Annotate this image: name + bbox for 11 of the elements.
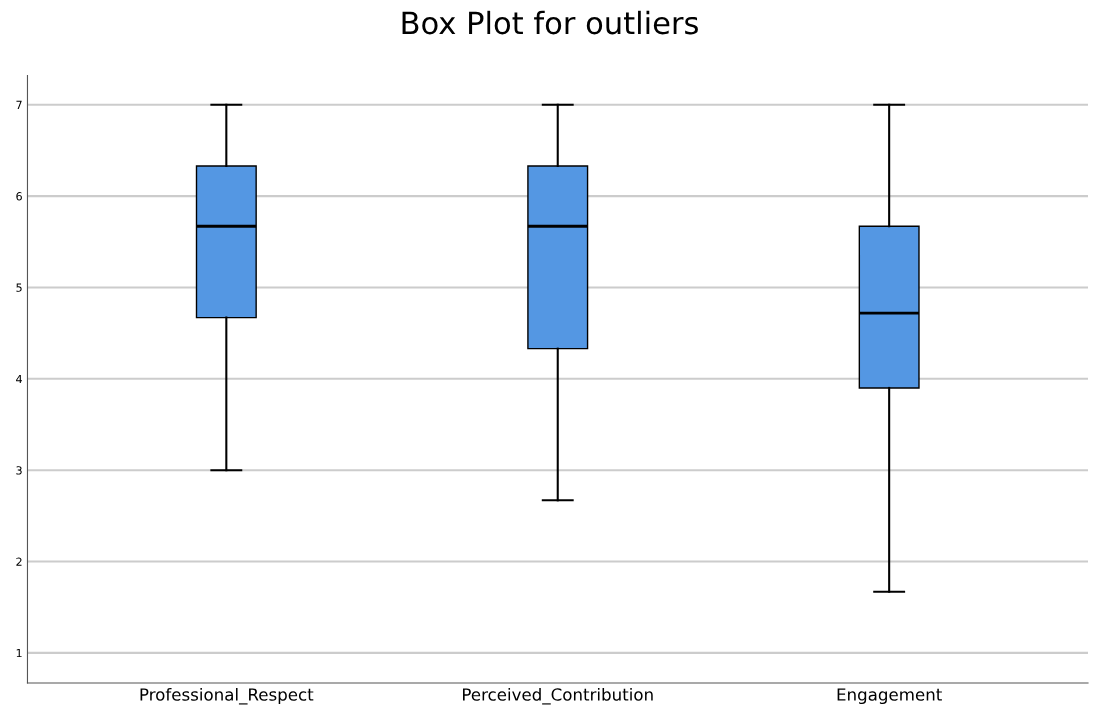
y-tick-label: 3 xyxy=(16,466,22,475)
y-tick-label: 2 xyxy=(16,557,22,566)
x-tick-label: Engagement xyxy=(837,688,942,705)
y-tick-label: 4 xyxy=(16,374,22,384)
chart-title: Box Plot for outliers xyxy=(402,10,698,35)
x-tick-label: Perceived_Contribution xyxy=(463,687,653,705)
y-tick-label: 6 xyxy=(16,192,22,201)
y-tick-label: 1 xyxy=(16,649,22,658)
x-tick-label: Professional_Respect xyxy=(140,687,314,705)
y-tick-label: 7 xyxy=(16,100,22,109)
y-tick-label: 5 xyxy=(16,283,22,292)
